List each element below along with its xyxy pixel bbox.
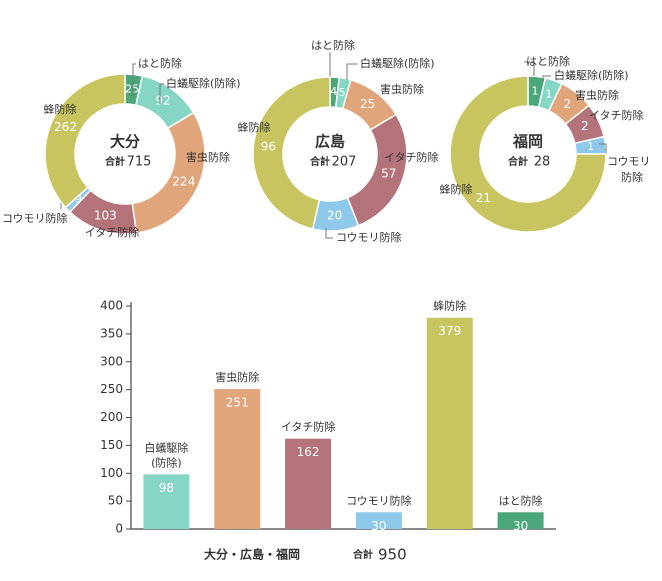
slice-category-label: イタチ防除: [589, 108, 644, 122]
bar-chart-caption-title: 大分・広島・福岡: [204, 547, 300, 562]
slice-value-label: 21: [476, 191, 491, 205]
slice-category-label: はと防除: [311, 38, 355, 52]
bar-value-label: 98: [159, 481, 174, 495]
leader-line: [159, 83, 164, 104]
slice-value-label: 25: [125, 82, 139, 95]
donut-slice: [131, 111, 206, 235]
bar-category-label: はと防除: [499, 493, 543, 507]
slice-value-label: 25: [360, 97, 375, 111]
donut-center-title: 大分: [110, 133, 140, 151]
bar-chart-total-label: 合計: [352, 548, 373, 561]
y-tick-label: 400: [100, 299, 123, 313]
donut-total-value: 715: [127, 155, 152, 170]
slice-category-label: 蜂防除: [44, 102, 77, 116]
donut-total-value: 28: [534, 155, 551, 170]
slice-category-label: 蜂防除: [238, 120, 271, 134]
slice-category-label: 防除: [621, 170, 643, 184]
bar-value-label: 251: [226, 396, 249, 410]
slice-category-label: コウモリ: [607, 155, 651, 168]
slice-value-label: 1: [587, 140, 594, 153]
bar-value-label: 162: [297, 445, 320, 459]
slice-value-label: 92: [155, 94, 170, 108]
bar-category-label: (防除): [151, 455, 182, 469]
bar: [497, 512, 544, 529]
slice-category-label: 害虫防除: [186, 150, 230, 164]
slice-category-label: はと防除: [138, 56, 182, 70]
leader-line: [132, 63, 136, 98]
y-tick-label: 200: [100, 410, 123, 424]
slice-value-label: 262: [54, 120, 77, 134]
slice-value-label: 20: [327, 208, 342, 222]
slice-value-label: 9: [75, 192, 82, 205]
leader-line: [542, 75, 551, 82]
bar-chart-total-value: 950: [378, 546, 407, 564]
slice-category-label: イタチ防除: [85, 225, 140, 239]
bar-category-label: コウモリ防除: [346, 493, 412, 507]
slice-category-label: 白蟻駆除(防除): [554, 68, 629, 82]
bar-value-label: 30: [513, 519, 528, 533]
bar-category-label: 蜂防除: [433, 299, 466, 313]
y-tick-label: 0: [115, 522, 123, 536]
donut-slice: [449, 75, 607, 233]
donut-center-title: 福岡: [512, 133, 543, 151]
slice-category-label: 白蟻駆除(防除): [360, 56, 435, 70]
slice-value-label: 224: [172, 174, 195, 188]
bar: [426, 317, 473, 529]
bar-category-label: 害虫防除: [215, 370, 259, 384]
slice-category-label: はと防除: [526, 54, 570, 68]
slice-category-label: コウモリ防除: [2, 211, 68, 225]
y-tick-label: 250: [100, 382, 123, 396]
slice-category-label: 蜂防除: [440, 182, 473, 196]
bar: [285, 438, 332, 529]
bar-category-label: イタチ防除: [281, 420, 336, 434]
y-tick-label: 300: [100, 354, 123, 368]
leader-line: [346, 63, 357, 80]
donut-slice: [252, 76, 331, 230]
bar: [214, 389, 261, 529]
donut-slice: [346, 113, 408, 227]
donut-total-label: 合計: [104, 155, 125, 168]
bar-value-label: 379: [438, 324, 461, 338]
leader-line: [524, 61, 535, 76]
slice-value-label: 1: [545, 88, 552, 101]
slice-value-label: 5: [339, 86, 346, 99]
bar-category-label: 白蟻駆除: [144, 440, 188, 454]
donut-total-label: 合計: [309, 155, 330, 168]
slice-value-label: 103: [94, 208, 117, 222]
leader-line: [325, 228, 333, 239]
bar: [143, 474, 190, 529]
slice-value-label: 2: [563, 97, 571, 111]
slice-value-label: 4: [330, 85, 337, 98]
bar-value-label: 30: [371, 519, 386, 533]
donut-total-label: 合計: [507, 155, 528, 168]
slice-category-label: コウモリ防除: [336, 230, 402, 244]
y-tick-label: 350: [100, 326, 123, 340]
slice-category-label: 害虫防除: [380, 82, 424, 96]
slice-category-label: イタチ防除: [384, 150, 439, 164]
y-tick-label: 100: [100, 466, 123, 480]
donut-center-title: 広島: [315, 133, 345, 151]
donut-slice: [44, 73, 126, 209]
slice-value-label: 2: [581, 119, 589, 133]
y-tick-label: 50: [108, 494, 123, 508]
slice-category-label: 白蟻駆除(防除): [166, 76, 241, 90]
slice-category-label: 害虫防除: [575, 88, 619, 102]
slice-value-label: 57: [381, 166, 396, 180]
y-tick-label: 150: [100, 438, 123, 452]
slice-value-label: 96: [261, 139, 276, 153]
donut-total-value: 207: [332, 155, 357, 170]
slice-value-label: 1: [532, 84, 539, 97]
bar: [355, 512, 402, 529]
